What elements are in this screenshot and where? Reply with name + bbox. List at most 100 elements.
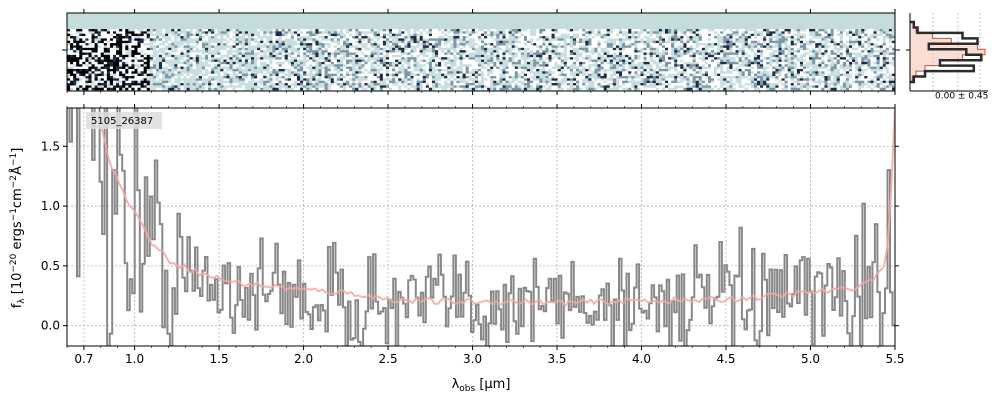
heatmap-cell <box>435 61 439 65</box>
heatmap-cell <box>416 33 420 37</box>
heatmap-cell <box>542 85 546 88</box>
heatmap-cell <box>312 76 316 79</box>
heatmap-cell <box>260 68 264 72</box>
heatmap-cell <box>300 64 304 67</box>
heatmap-cell <box>263 43 267 46</box>
heatmap-cell <box>330 85 335 88</box>
heatmap-cell <box>594 71 598 74</box>
heatmap-cell <box>560 40 565 44</box>
heatmap-cell <box>428 59 433 63</box>
heatmap-cell <box>241 64 246 67</box>
heatmap-cell <box>152 36 157 39</box>
heatmap-cell <box>588 87 592 91</box>
heatmap-cell <box>162 59 166 63</box>
heatmap-cell <box>70 66 74 70</box>
heatmap-cell <box>260 87 264 91</box>
heatmap-cell <box>625 76 629 79</box>
heatmap-cell <box>226 33 230 37</box>
heatmap-cell <box>376 43 381 46</box>
heatmap-cell <box>125 66 129 70</box>
heatmap-cell <box>385 87 390 91</box>
heatmap-cell <box>416 87 420 91</box>
heatmap-cell <box>514 64 519 67</box>
heatmap-cell <box>201 73 206 77</box>
heatmap-cell <box>195 47 200 51</box>
heatmap-cell <box>152 85 157 88</box>
heatmap-cell <box>100 71 105 74</box>
heatmap-cell <box>576 50 580 53</box>
heatmap-cell <box>134 36 138 39</box>
heatmap-cell <box>523 83 528 86</box>
heatmap-cell <box>247 80 252 84</box>
heatmap-cell <box>205 40 209 44</box>
heatmap-cell <box>450 80 454 84</box>
heatmap-cell <box>401 45 405 48</box>
heatmap-cell <box>530 87 534 91</box>
heatmap-cell <box>459 33 463 37</box>
heatmap-cell <box>625 57 629 60</box>
heatmap-cell <box>579 85 583 88</box>
heatmap-cell <box>306 43 310 46</box>
heatmap-cell <box>471 54 476 58</box>
heatmap-cell <box>459 87 463 91</box>
heatmap-cell <box>201 87 206 91</box>
heatmap-cell <box>155 47 160 51</box>
heatmap-cell <box>520 83 525 86</box>
heatmap-cell <box>395 31 399 34</box>
heatmap-cell <box>293 78 298 81</box>
heatmap-cell <box>146 61 151 65</box>
heatmap-cell <box>499 68 503 72</box>
heatmap-cell <box>545 64 549 67</box>
heatmap-cell <box>300 40 304 44</box>
heatmap-cell <box>152 31 157 34</box>
heatmap-cell <box>499 38 503 41</box>
heatmap-cell <box>103 83 108 86</box>
heatmap-cell <box>284 59 289 63</box>
heatmap-cell <box>343 73 347 77</box>
heatmap-cell <box>306 40 310 44</box>
heatmap-cell <box>260 76 264 79</box>
heatmap-cell <box>382 80 387 84</box>
heatmap-cell <box>186 40 190 44</box>
heatmap-cell <box>263 38 267 41</box>
heatmap-cell <box>275 47 279 51</box>
heatmap-cell <box>321 59 325 63</box>
heatmap-cell <box>205 38 209 41</box>
heatmap-cell <box>251 78 255 81</box>
heatmap-cell <box>554 31 558 34</box>
heatmap-cell <box>297 57 301 60</box>
heatmap-cell <box>109 71 114 74</box>
heatmap-cell <box>155 43 160 46</box>
heatmap-cell <box>389 66 393 70</box>
heatmap-cell <box>333 50 338 53</box>
heatmap-cell <box>450 45 454 48</box>
heatmap-cell <box>146 57 151 60</box>
heatmap-cell <box>171 83 175 86</box>
heatmap-cell <box>398 83 402 86</box>
heatmap-cell <box>413 54 417 58</box>
heatmap-cell <box>637 43 641 46</box>
heatmap-cell <box>183 38 187 41</box>
heatmap-cell <box>585 78 589 81</box>
heatmap-cell <box>416 54 420 58</box>
heatmap-cell <box>254 78 258 81</box>
heatmap-cell <box>425 47 430 51</box>
heatmap-cell <box>290 52 295 56</box>
heatmap-cell <box>545 52 549 56</box>
heatmap-cell <box>523 87 528 91</box>
heatmap-cell <box>189 85 194 88</box>
heatmap-cell <box>180 52 184 56</box>
heatmap-cell <box>435 78 439 81</box>
heatmap-cell <box>272 87 276 91</box>
heatmap-cell <box>634 52 638 56</box>
heatmap-cell <box>511 78 516 81</box>
heatmap-cell <box>591 80 595 84</box>
heatmap-cell <box>352 59 356 63</box>
heatmap-cell <box>474 29 479 32</box>
heatmap-cell <box>140 83 144 86</box>
heatmap-cell <box>634 76 638 79</box>
heatmap-cell <box>557 33 562 37</box>
heatmap-cell <box>554 78 558 81</box>
heatmap-cell <box>195 68 200 72</box>
heatmap-cell <box>395 29 399 32</box>
